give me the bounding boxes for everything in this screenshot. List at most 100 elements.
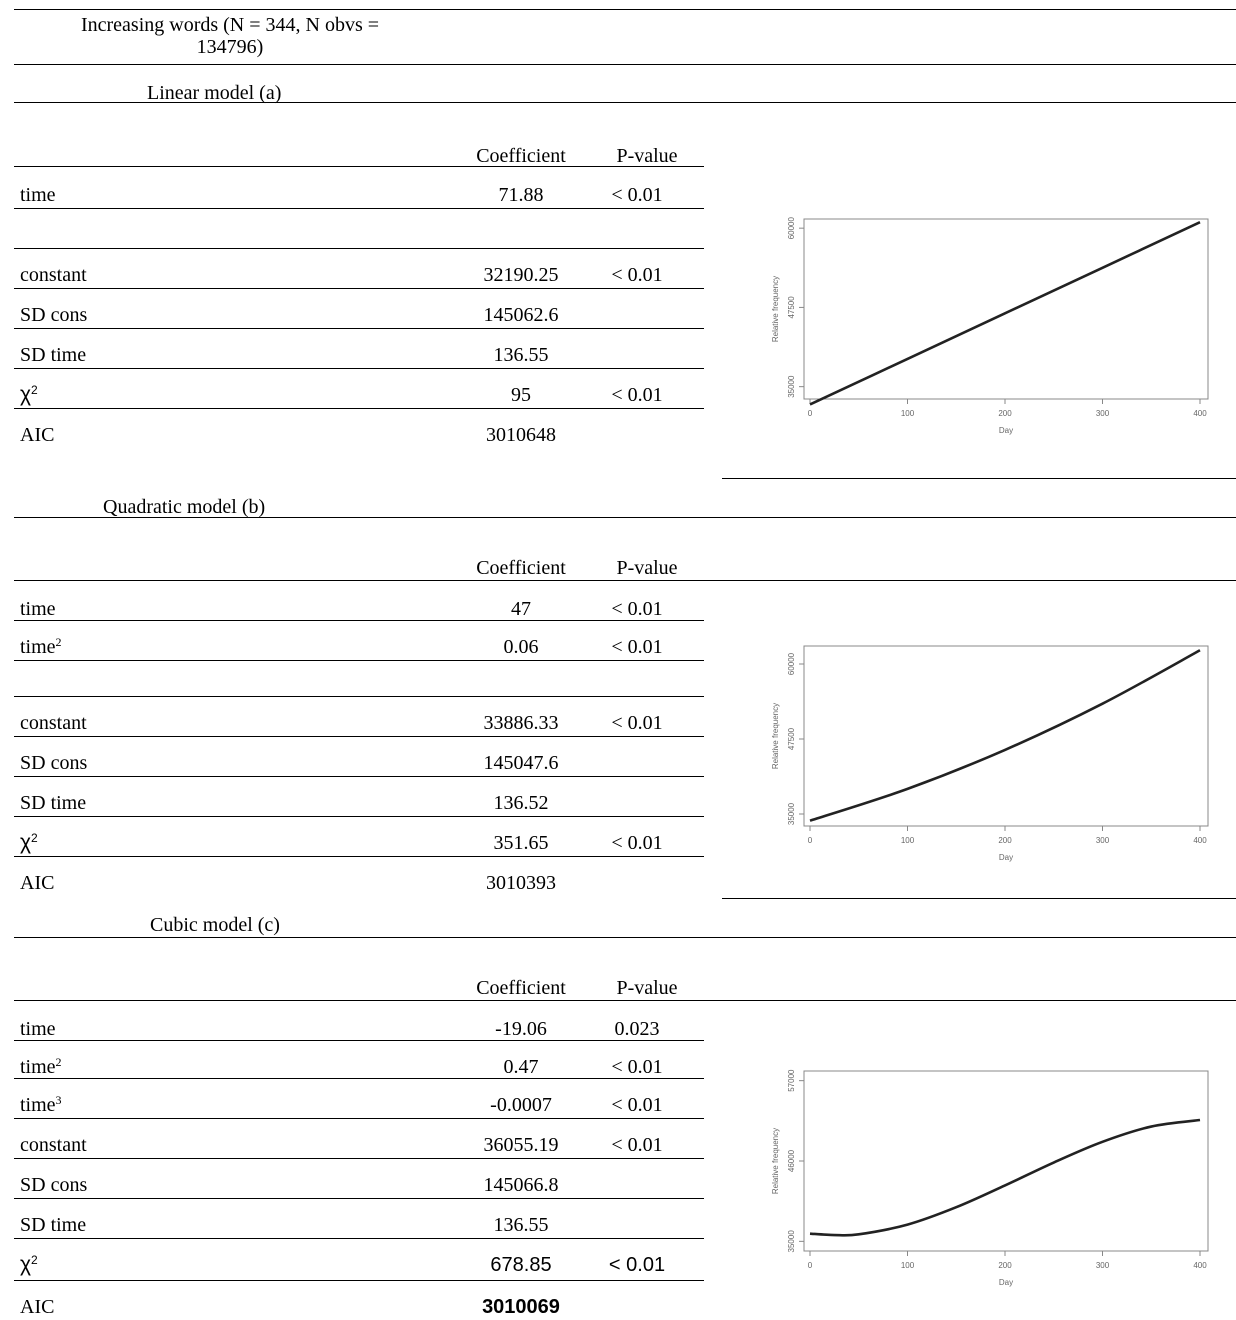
column-header-pvalue: P-value (616, 557, 678, 579)
row-label-text: χ (20, 1253, 32, 1276)
row-label-text: constant (20, 264, 87, 286)
row-label-superscript: 2 (31, 1253, 38, 1267)
y-tick-label: 46000 (787, 1149, 796, 1172)
row-rule (14, 1078, 704, 1079)
row-label-text: time (20, 1018, 56, 1040)
model-title-rule (14, 937, 1236, 938)
row-label: time (20, 184, 56, 206)
plot-frame (803, 218, 1209, 400)
x-tick-label: 200 (998, 1261, 1012, 1270)
x-axis-label: Day (999, 426, 1013, 435)
column-header-rule (14, 166, 704, 167)
header-rule (14, 64, 1236, 65)
y-tick-label: 47500 (787, 296, 796, 319)
row-label-text: χ (20, 383, 32, 406)
row-rule (14, 1158, 704, 1159)
row-label: AIC (20, 872, 54, 894)
section-bottom-rule (722, 478, 1236, 479)
x-tick-label: 200 (998, 409, 1012, 418)
row-label: constant (20, 264, 87, 286)
row-rule (14, 660, 704, 661)
pvalue-cell: < 0.01 (611, 712, 663, 734)
row-rule (14, 816, 704, 817)
model-chart: 0 100 200 300 400 35000 46000 57000 Day Relative … (726, 1055, 1216, 1305)
row-rule (14, 696, 704, 697)
pvalue-cell: < 0.01 (611, 1134, 663, 1156)
x-tick-label: 400 (1193, 1261, 1207, 1270)
pvalue-cell: < 0.01 (611, 832, 663, 854)
row-label: SD time (20, 344, 86, 366)
row-label: time (20, 1018, 56, 1040)
plot-frame (803, 1070, 1209, 1252)
pvalue-cell: < 0.01 (611, 184, 663, 206)
row-label-text: time (20, 184, 56, 206)
x-tick-label: 300 (1096, 1261, 1110, 1270)
row-rule (14, 736, 704, 737)
column-header-pvalue: P-value (616, 977, 678, 999)
column-header-coefficient: Coefficient (476, 145, 566, 167)
x-tick-label: 400 (1193, 836, 1207, 845)
row-label-superscript: 2 (31, 831, 38, 845)
row-label-text: SD cons (20, 752, 88, 774)
row-label: SD cons (20, 752, 87, 774)
series-line (809, 649, 1201, 822)
row-label: SD cons (20, 304, 87, 326)
coefficient-cell: 3010648 (486, 424, 556, 446)
column-header-coefficient: Coefficient (476, 557, 566, 579)
row-rule (14, 328, 704, 329)
table-title-line1: Increasing words (N = 344, N obvs = (80, 14, 380, 36)
model-title-rule (14, 517, 1236, 518)
coefficient-cell: 33886.33 (483, 712, 559, 734)
row-label-text: constant (20, 1134, 87, 1156)
line-chart: 0 100 200 300 400 35000 47500 60000 Day Relative … (771, 216, 1209, 435)
x-tick-label: 400 (1193, 409, 1207, 418)
row-label-text: SD time (20, 344, 87, 366)
model-chart: 0 100 200 300 400 35000 47500 60000 Day Relative … (726, 203, 1216, 453)
row-label-superscript: 3 (55, 1093, 62, 1107)
row-label-text: SD cons (20, 304, 88, 326)
model-title: Cubic model (c) (150, 914, 280, 936)
row-label-superscript: 2 (31, 383, 38, 397)
y-axis-label: Relative frequency (771, 703, 780, 769)
row-rule (14, 1040, 704, 1041)
y-tick-label: 57000 (787, 1069, 796, 1092)
row-label: time3 (20, 1094, 62, 1116)
coefficient-cell: 32190.25 (483, 264, 559, 286)
row-label: constant (20, 1134, 87, 1156)
x-tick-label: 300 (1096, 409, 1110, 418)
row-rule (14, 1198, 704, 1199)
row-label: χ2 (20, 832, 38, 854)
row-rule (14, 368, 704, 369)
row-label: AIC (20, 1296, 54, 1318)
coefficient-cell: 3010393 (486, 872, 556, 894)
column-header-rule (14, 580, 1236, 581)
coefficient-cell: 145062.6 (483, 304, 559, 326)
column-header-pvalue: P-value (616, 145, 678, 167)
coefficient-cell: -0.0007 (490, 1094, 552, 1116)
x-tick-label: 100 (901, 409, 915, 418)
row-label: constant (20, 712, 87, 734)
y-axis-label: Relative frequency (771, 1128, 780, 1194)
row-label-superscript: 2 (55, 635, 62, 649)
row-rule (14, 856, 704, 857)
coefficient-cell: 678.85 (490, 1254, 552, 1276)
pvalue-cell: < 0.01 (611, 384, 663, 406)
x-tick-label: 100 (901, 1261, 915, 1270)
line-chart: 0 100 200 300 400 35000 46000 57000 Day Relative … (771, 1069, 1209, 1287)
coefficient-cell: 71.88 (498, 184, 544, 206)
row-label: SD time (20, 792, 86, 814)
pvalue-cell: < 0.01 (611, 1094, 663, 1116)
row-label-text: χ (20, 831, 32, 854)
row-label: time (20, 598, 56, 620)
y-tick-label: 47500 (787, 727, 796, 750)
row-rule (14, 1118, 704, 1119)
row-label-text: time (20, 598, 56, 620)
pvalue-cell: < 0.01 (611, 636, 663, 658)
model-title: Linear model (a) (147, 82, 282, 104)
model-title: Quadratic model (b) (103, 496, 266, 518)
coefficient-cell: 3010069 (482, 1296, 560, 1318)
coefficient-cell: 0.06 (503, 636, 539, 658)
coefficient-cell: 136.55 (493, 1214, 549, 1236)
line-chart: 0 100 200 300 400 35000 47500 60000 Day Relative … (771, 645, 1209, 862)
coefficient-cell: 145047.6 (483, 752, 559, 774)
